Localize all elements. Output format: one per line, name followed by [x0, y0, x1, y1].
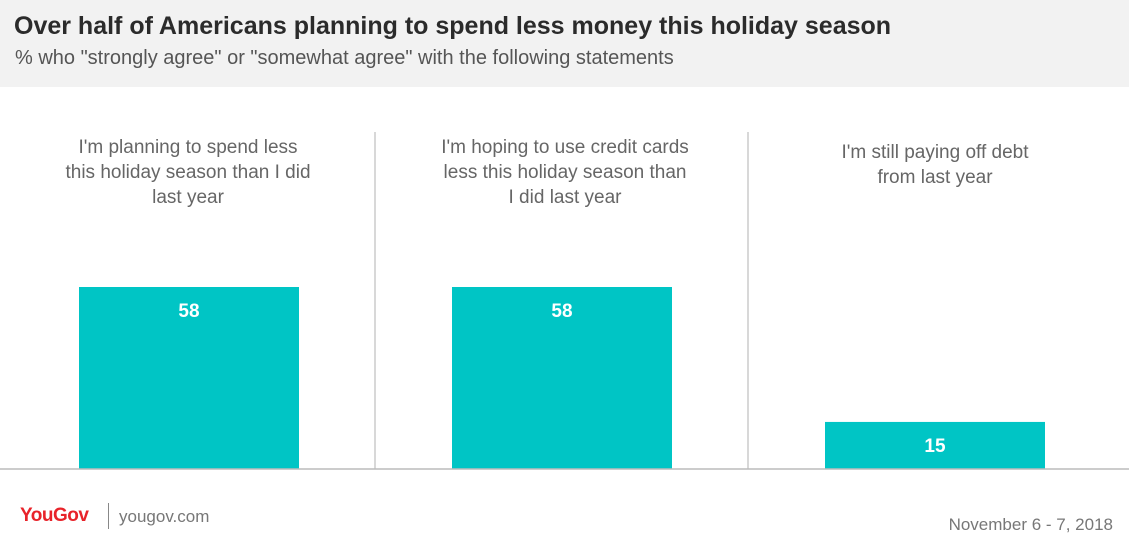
category-label-1: I'm planning to spend less this holiday … [65, 137, 311, 208]
chart-title: Over half of Americans planning to spend… [14, 12, 892, 40]
footer-divider [108, 503, 109, 529]
bar-value-label-2: 58 [551, 301, 572, 322]
bar-value-label-3: 15 [924, 436, 946, 457]
category-label-2: I'm hoping to use credit cards less this… [441, 137, 689, 208]
bar-value-label-1: 58 [178, 301, 199, 322]
header-band: Over half of Americans planning to spend… [0, 0, 1129, 87]
category-label-3: I'm still paying off debt from last year [841, 142, 1029, 188]
footer-date: November 6 - 7, 2018 [948, 515, 1113, 534]
yougov-logo: YouGov [20, 505, 89, 526]
chart-subtitle: % who "strongly agree" or "somewhat agre… [15, 47, 674, 69]
bar-2 [452, 287, 672, 469]
bar-1 [79, 287, 299, 469]
footer-url[interactable]: yougov.com [119, 507, 210, 526]
bar-3 [825, 421, 1045, 469]
